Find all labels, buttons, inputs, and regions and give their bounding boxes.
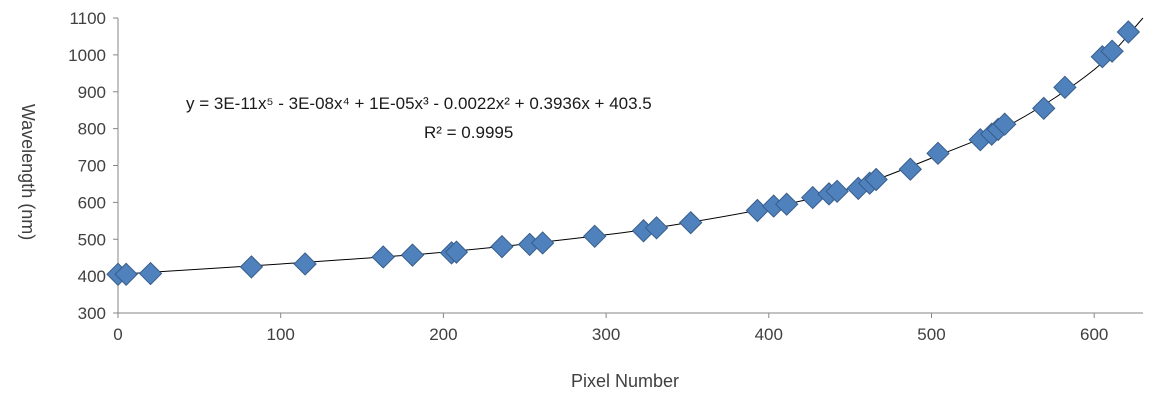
y-tick-label: 1000	[68, 46, 106, 65]
x-tick-label: 600	[1080, 325, 1108, 344]
data-point	[864, 167, 888, 192]
trendline	[117, 17, 1144, 275]
x-tick-label: 100	[267, 325, 295, 344]
data-point	[1032, 96, 1056, 121]
data-point	[138, 261, 163, 286]
y-tick-label: 900	[78, 83, 106, 102]
y-tick-label: 800	[78, 120, 106, 139]
x-tick-label: 200	[429, 325, 457, 344]
axes	[113, 17, 1143, 318]
data-points	[106, 20, 1141, 286]
data-point	[114, 262, 138, 286]
data-point	[825, 179, 849, 204]
data-point	[898, 157, 923, 181]
data-point	[1116, 20, 1141, 44]
data-point	[239, 255, 264, 279]
data-point	[400, 243, 425, 267]
data-point	[774, 192, 799, 216]
data-point	[678, 210, 703, 235]
data-point	[926, 141, 950, 166]
data-point	[801, 185, 825, 210]
data-point	[582, 224, 607, 249]
y-tick-label: 500	[78, 230, 106, 249]
data-point	[1100, 39, 1124, 63]
trendline-equation: y = 3E-11x⁵ - 3E-08x⁴ + 1E-05x³ - 0.0022…	[186, 94, 652, 113]
y-tick-label: 600	[78, 193, 106, 212]
x-tick-label: 0	[113, 325, 122, 344]
tick-labels: 300 400 500 600 700 800 900 1000 1100 0 100 200 300 4…	[68, 9, 1108, 344]
r-squared-label: R² = 0.9995	[424, 123, 513, 142]
x-tick-label: 500	[917, 325, 945, 344]
data-point	[444, 240, 469, 264]
x-axis-title: Pixel Number	[571, 371, 679, 391]
data-point	[293, 252, 317, 276]
data-point	[371, 245, 395, 269]
data-point	[530, 231, 555, 255]
y-tick-label: 300	[78, 304, 106, 323]
y-axis-title: Wavelength (nm)	[18, 104, 38, 240]
data-point	[644, 216, 669, 240]
x-tick-label: 300	[592, 325, 620, 344]
y-tick-label: 400	[78, 267, 106, 286]
y-tick-label: 1100	[69, 9, 106, 28]
data-point	[745, 198, 770, 223]
data-point	[1053, 75, 1077, 100]
x-tick-label: 400	[755, 325, 783, 344]
data-point	[992, 112, 1017, 136]
y-tick-label: 700	[78, 157, 106, 176]
data-point	[490, 234, 514, 259]
